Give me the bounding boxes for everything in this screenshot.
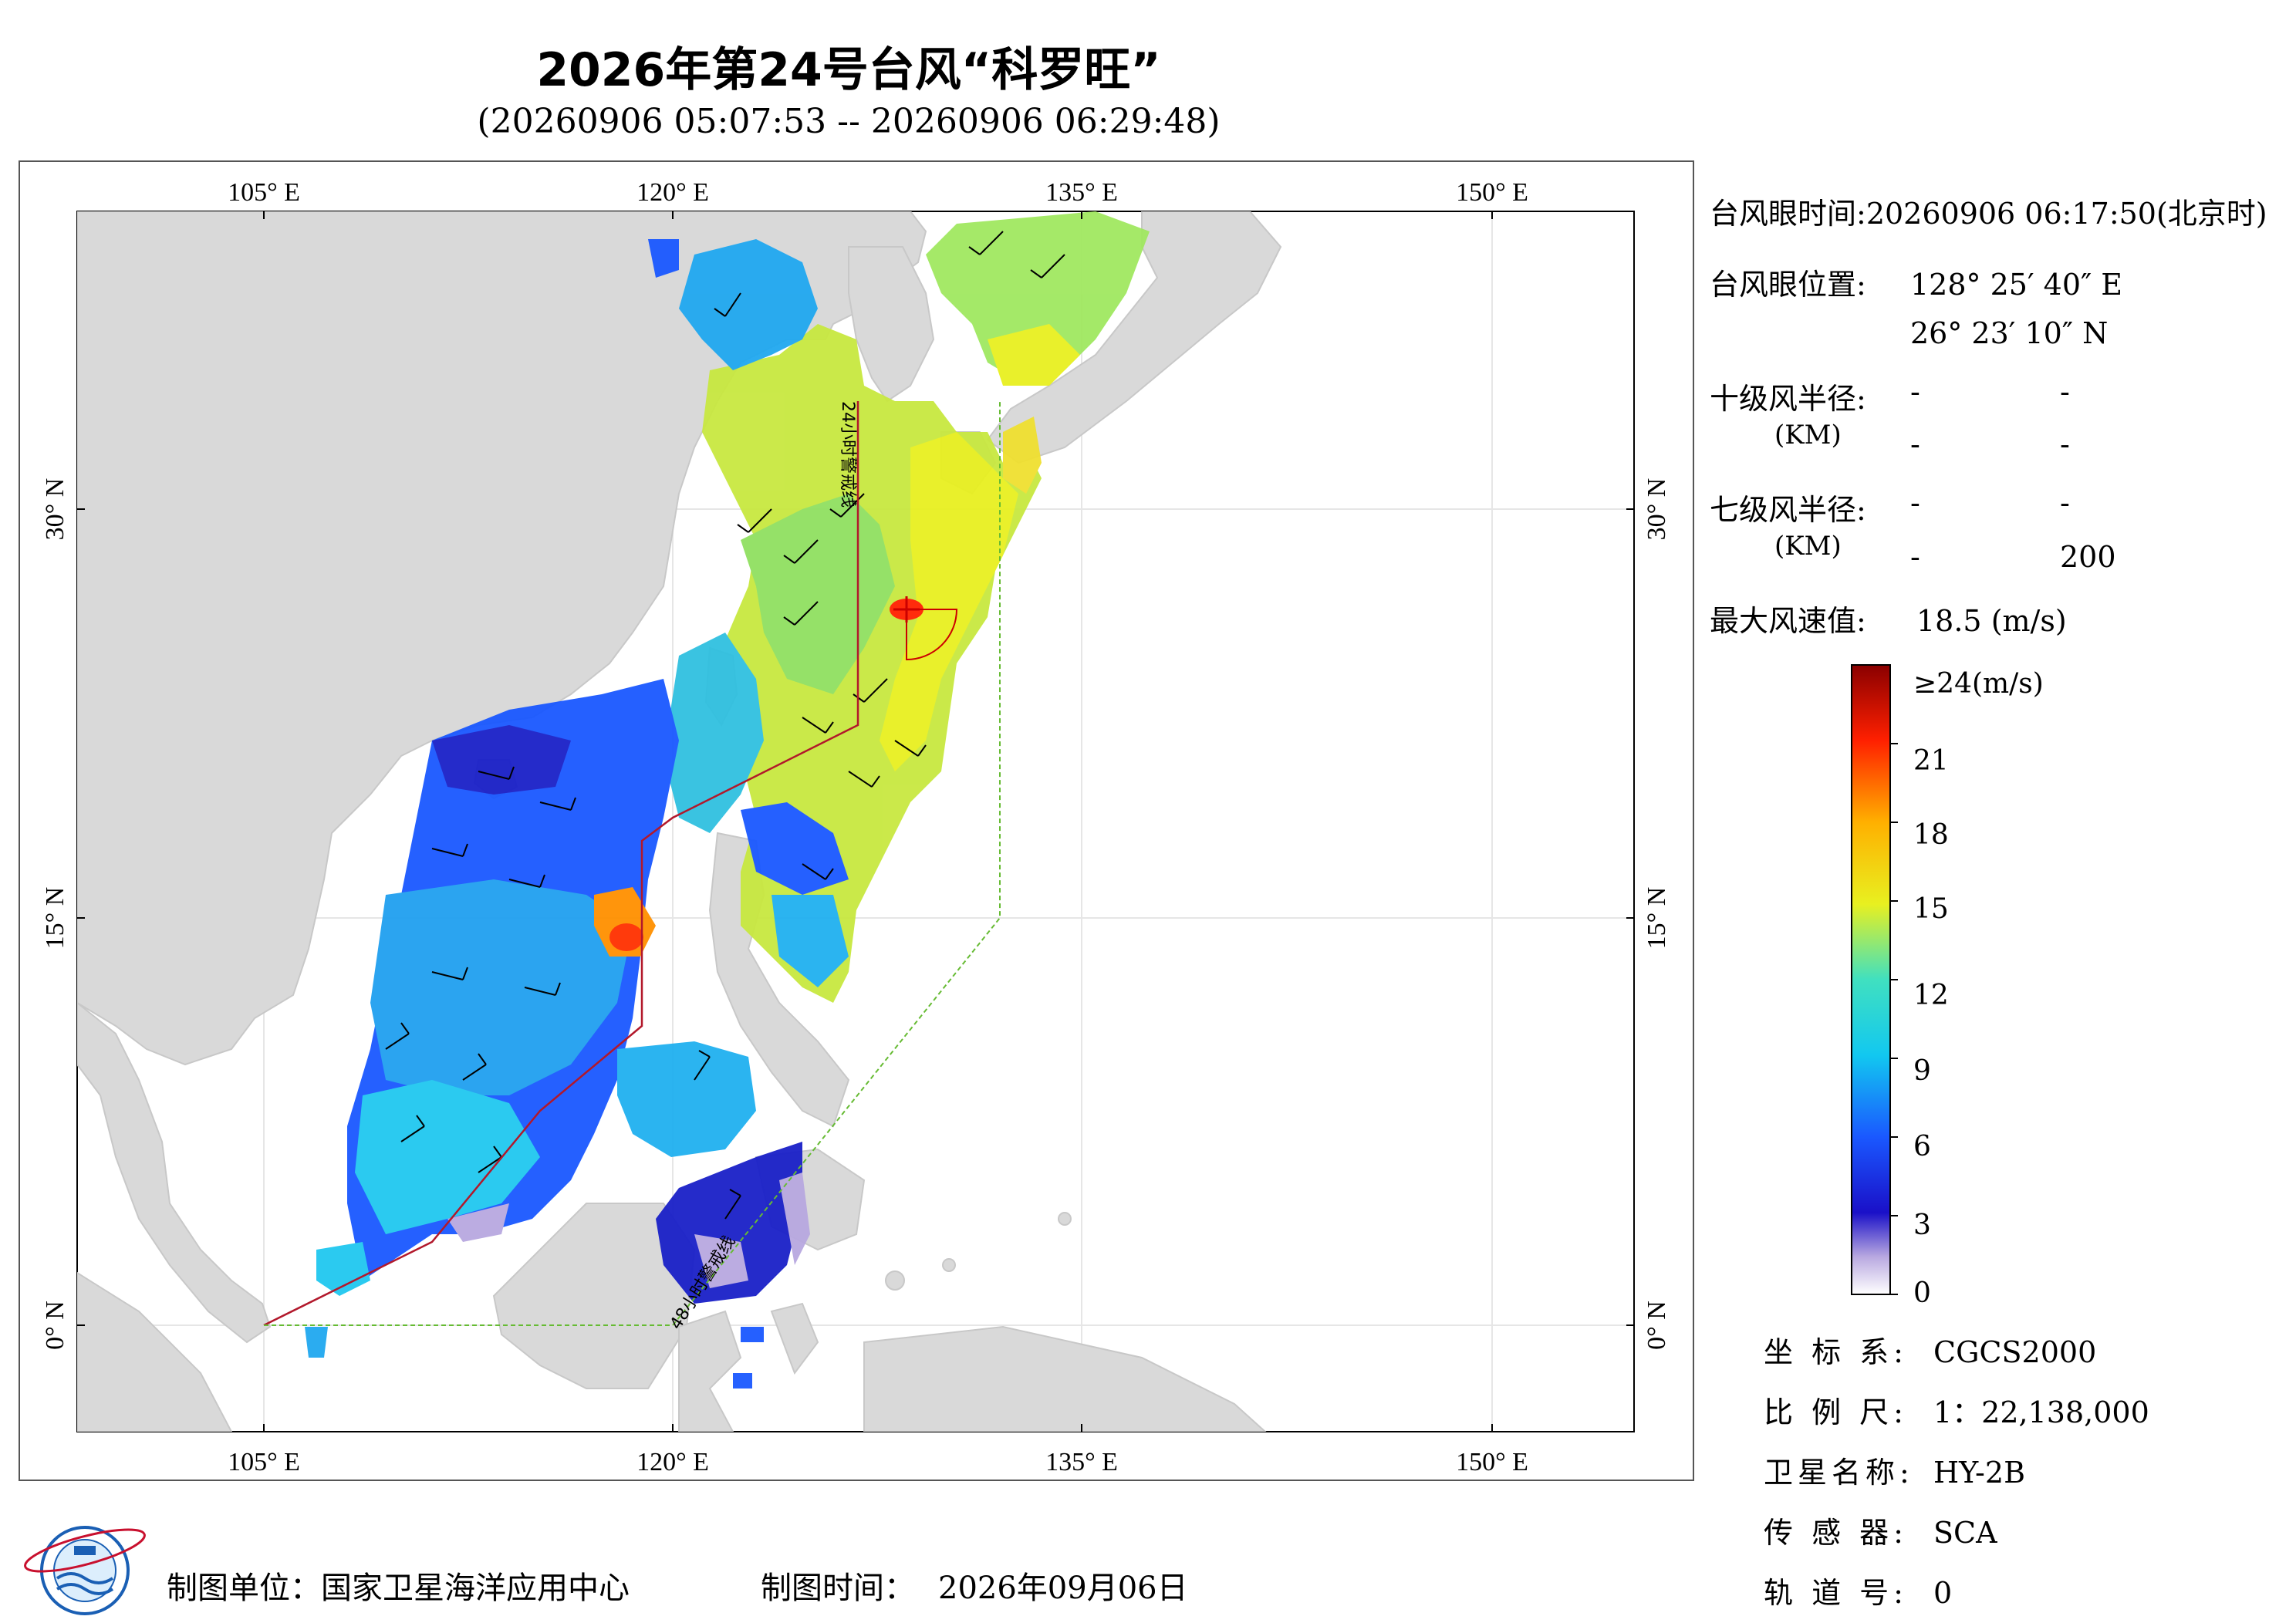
r10-val-4: - [2060,427,2070,461]
wind-barbs [385,231,1065,1220]
orbit-value: 0 [1933,1576,1953,1610]
right-tick-0n: 0° N [1643,1301,1671,1350]
colorbar-label-24: ≥24(m/s) [1913,668,2044,700]
right-tick-15n: 15° N [1643,887,1671,950]
time-range: (20260906 05:07:53 -- 20260906 06:29:48) [477,102,1221,141]
producer-label: 制图单位： [167,1571,321,1606]
satellite-row: 卫星名称: HY-2B [1764,1449,2025,1491]
satellite-value: HY-2B [1933,1456,2025,1490]
typhoon-eye-marker [893,596,958,661]
colorbar-label-21: 21 [1913,745,1949,777]
crs-label: 坐 标 系: [1764,1335,1908,1369]
crs-row: 坐 标 系: CGCS2000 [1764,1328,2096,1371]
eye-lat: 26° 23′ 10″ N [1910,316,2109,350]
wind-field [305,211,1150,1388]
producer-value: 国家卫星海洋应用中心 [321,1571,630,1606]
warning-line-48h [264,401,1001,1326]
warning-line-24h [263,401,859,1327]
left-tick-0n: 0° N [41,1301,69,1350]
maxwind-value: 18.5 (m/s) [1916,604,2067,638]
colorbar-label-0: 0 [1913,1277,1931,1309]
colorbar-label-12: 12 [1913,980,1949,1011]
bottom-tick-135: 135° E [1045,1448,1118,1476]
top-tick-135: 135° E [1045,178,1118,207]
nsoas-logo [24,1526,146,1615]
scale-value: 1：22,138,000 [1933,1395,2149,1429]
r10-val-1: - [1910,375,1920,409]
warning-label-24h: 24小时警戒线 [838,401,857,508]
eye-pos-label: 台风眼位置: [1710,268,1866,302]
eye-pos-row: 台风眼位置: 128° 25′ 40″ E [1710,261,2122,303]
map-title: 2026年第24号台风“科罗旺” [536,43,1161,97]
colorbar-label-9: 9 [1913,1055,1931,1087]
colorbar-ticks [1890,743,1898,1295]
scale-row: 比 例 尺: 1：22,138,000 [1764,1388,2149,1431]
r7-val-3: - [1910,540,1920,574]
r7-label: 七级风半径: [1710,493,1866,527]
r7-unit: (KM) [1774,531,1842,562]
r10-val-3: - [1910,427,1920,461]
top-tick-150: 150° E [1456,178,1528,207]
production-date-value: 2026年09月06日 [938,1571,1188,1606]
top-tick-120: 120° E [636,178,709,207]
r10-label: 十级风半径: [1710,382,1866,416]
sensor-value: SCA [1933,1516,1997,1550]
eye-lon: 128° 25′ 40″ E [1910,268,2123,302]
crs-value: CGCS2000 [1933,1335,2097,1369]
frame-ticks [77,211,1634,1432]
sensor-row: 传 感 器: SCA [1764,1509,1997,1551]
scale-label: 比 例 尺: [1764,1395,1908,1429]
satellite-label: 卫星名称: [1764,1456,1914,1490]
eye-time-row: 台风眼时间:20260906 06:17:50(北京时) [1710,190,2267,232]
colorbar-label-6: 6 [1913,1131,1931,1162]
left-tick-30n: 30° N [41,478,69,541]
sensor-label: 传 感 器: [1764,1516,1908,1550]
right-tick-30n: 30° N [1643,478,1671,541]
colorbar-label-15: 15 [1913,893,1949,925]
bottom-tick-150: 150° E [1456,1448,1528,1476]
r7-val-2: - [2060,486,2070,520]
maxwind-label: 最大风速值: [1710,604,1866,638]
orbit-label: 轨 道 号: [1764,1576,1908,1610]
r10-unit: (KM) [1774,420,1842,450]
orbit-row: 轨 道 号: 0 [1764,1569,1952,1611]
top-tick-105: 105° E [228,178,300,207]
bottom-tick-105: 105° E [228,1448,300,1476]
producer: 制图单位：国家卫星海洋应用中心 [167,1563,630,1608]
left-tick-15n: 15° N [41,887,69,950]
r10-val-2: - [2060,375,2070,409]
eye-time-value: 20260906 06:17:50(北京时) [1866,197,2267,231]
r7-val-4: 200 [2060,540,2116,574]
colorbar-label-3: 3 [1913,1210,1931,1241]
eye-time-label: 台风眼时间: [1710,197,1866,231]
production-date-label: 制图时间： [761,1571,915,1606]
r7-val-1: - [1910,486,1920,520]
colorbar-label-18: 18 [1913,819,1949,851]
production-date: 制图时间： 2026年09月06日 [761,1563,1188,1608]
colorbar [1851,664,1891,1295]
bottom-tick-120: 120° E [636,1448,709,1476]
maxwind-row: 最大风速值: 18.5 (m/s) [1710,597,2067,639]
